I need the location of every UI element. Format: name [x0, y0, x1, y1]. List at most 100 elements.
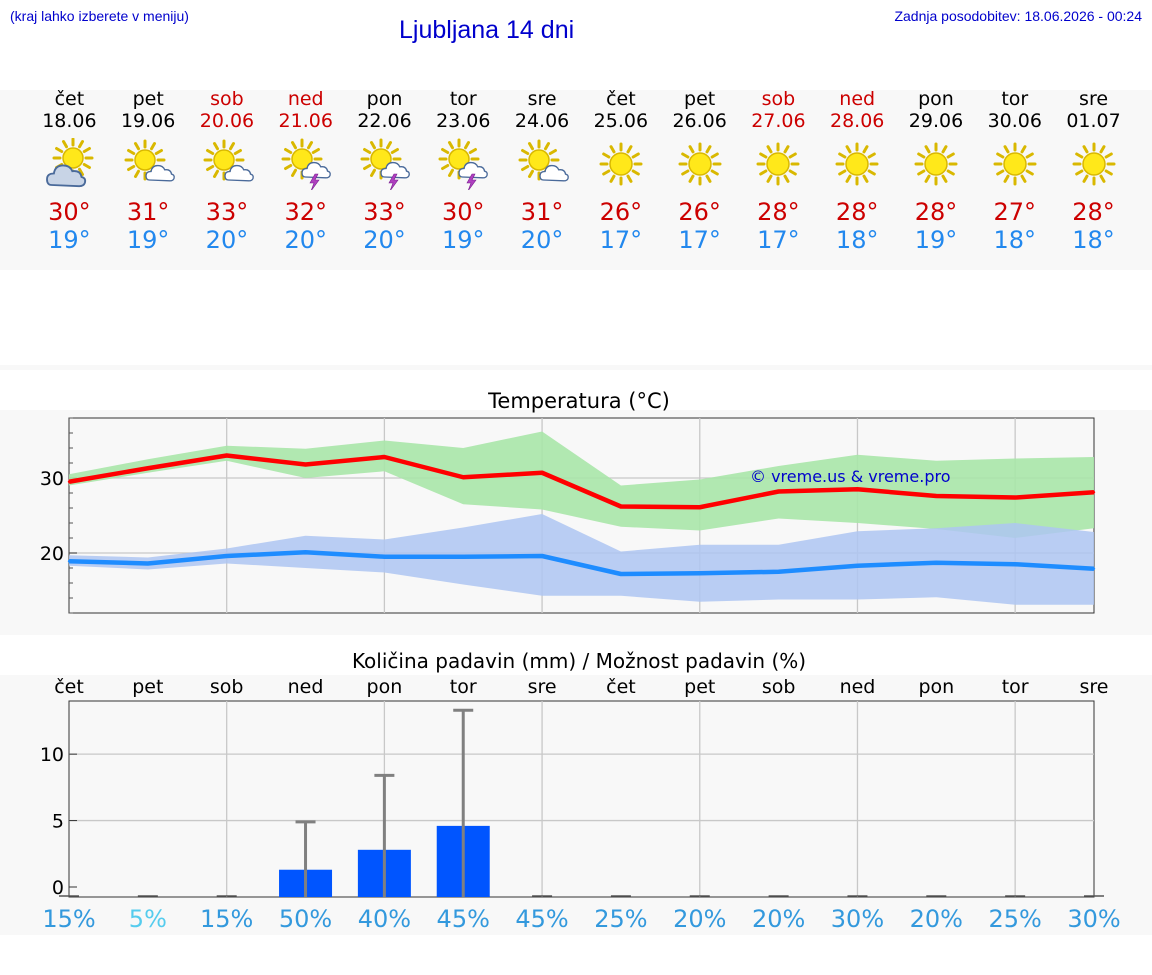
sun-disc: [369, 148, 392, 170]
precipitation-probability: 20%: [752, 905, 805, 933]
day-column: sob 27.06 28° 17°: [739, 88, 818, 254]
sun-shape: [599, 142, 643, 186]
sun-ray: [311, 148, 320, 154]
sun-icon: [678, 142, 722, 186]
cloud-shape: [145, 164, 176, 182]
sun-ray: [1003, 145, 1010, 154]
sun-ray: [127, 165, 136, 171]
page-title: Ljubljana 14 dni: [399, 16, 575, 44]
sun-ray: [1082, 174, 1089, 183]
sun-ray: [1099, 145, 1106, 154]
x-category-label: pet: [684, 676, 715, 698]
day-name: pet: [684, 88, 716, 110]
max-temperature: 33°: [363, 198, 406, 226]
max-temperature: 33°: [205, 198, 249, 226]
day-date: 30.06: [987, 110, 1042, 132]
max-temperature: 30°: [442, 198, 485, 226]
max-temperature: 26°: [678, 198, 721, 226]
precipitation-probability: 30%: [1067, 905, 1120, 933]
sun-ray: [1074, 152, 1083, 159]
sun-ray: [62, 140, 69, 149]
sun-ray: [150, 142, 157, 151]
sun-ray: [917, 169, 926, 176]
max-temperature-point: [67, 480, 71, 483]
max-temperature-range-band: [69, 431, 1094, 538]
sun-ray: [609, 174, 616, 183]
sun-ray: [631, 169, 640, 176]
sun-ray: [205, 149, 215, 155]
sun-ray: [1104, 169, 1113, 176]
sun-shape: [914, 142, 958, 186]
max-temperature-point: [383, 455, 386, 459]
min-temperature-point: [304, 551, 307, 554]
sun-ray: [710, 152, 719, 159]
sun-ray: [862, 174, 869, 183]
sun-small-cloud-icon: [203, 139, 254, 182]
precipitation-probability: 45%: [437, 905, 490, 933]
sun-ray: [1025, 169, 1034, 176]
min-temperature: 20°: [284, 226, 327, 254]
precipitation-probability: 20%: [910, 905, 963, 933]
sun-ray: [134, 169, 141, 178]
sun-thunder-icon: [438, 138, 489, 190]
min-temperature-range-band: [69, 514, 1094, 605]
day-column: pon 22.06 33° 20°: [345, 88, 424, 254]
cloud-outline: [46, 164, 87, 188]
sun-ray: [941, 145, 948, 154]
sun-ray: [602, 152, 611, 159]
sun-ray: [1020, 174, 1027, 183]
x-category-label: čet: [54, 676, 84, 698]
min-temperature-point: [540, 554, 544, 558]
sun-ray: [78, 167, 85, 176]
sun-ray: [1025, 152, 1034, 159]
max-temperature-point: [146, 467, 150, 470]
plot-area: [68, 700, 1095, 898]
sun-shape: [835, 142, 879, 186]
watermark: © vreme.us & vreme.pro: [750, 467, 951, 486]
sun-disc: [528, 149, 550, 171]
sun-ray: [469, 148, 478, 154]
sun-ray: [688, 145, 695, 154]
cloud-outline: [539, 164, 569, 182]
sun-ray: [924, 174, 931, 183]
max-temperature: 28°: [1072, 198, 1115, 226]
sun-ray: [995, 169, 1005, 176]
min-temperature-point: [383, 555, 386, 558]
x-category-label: pet: [132, 676, 163, 698]
x-category-label: sob: [210, 676, 244, 698]
day-name: tor: [1001, 88, 1029, 110]
sun-ray: [759, 152, 768, 159]
sun-ray: [995, 152, 1005, 159]
min-temperature-point: [698, 572, 701, 575]
sun-ray: [205, 165, 215, 171]
day-date: 29.06: [908, 110, 964, 132]
max-temperature-point: [856, 488, 859, 491]
max-temperature-point: [935, 494, 938, 498]
day-date: 19.06: [120, 110, 176, 132]
sun-ray: [369, 168, 376, 177]
sun-ray: [867, 169, 877, 176]
y-tick-label: 20: [40, 543, 64, 565]
cloud-shape: [46, 164, 87, 188]
sun-ray: [441, 148, 450, 154]
sun-ray: [631, 152, 640, 159]
min-temperature-point: [67, 560, 71, 563]
min-temperature: 20°: [520, 226, 564, 254]
cloud-shape: [379, 161, 410, 179]
day-name: čet: [54, 88, 85, 110]
max-temperature-point: [698, 506, 701, 509]
cloud-outline: [301, 161, 331, 179]
sun-small-cloud-icon: [124, 139, 176, 182]
temperature-chart-title: Temperatura (°C): [487, 389, 670, 413]
sun-disc: [134, 149, 156, 171]
max-temperature-point: [777, 490, 780, 493]
sun-ray: [528, 169, 535, 178]
sun-ray: [766, 174, 773, 183]
min-temperature-point: [856, 564, 859, 567]
sun-ray: [233, 149, 242, 155]
day-name: ned: [839, 88, 876, 110]
last-updated: Zadnja posodobitev: 18.06.2026 - 00:24: [894, 8, 1142, 24]
min-temperature-point: [1092, 567, 1096, 570]
sun-disc: [1003, 152, 1027, 176]
sun-ray: [680, 169, 690, 176]
